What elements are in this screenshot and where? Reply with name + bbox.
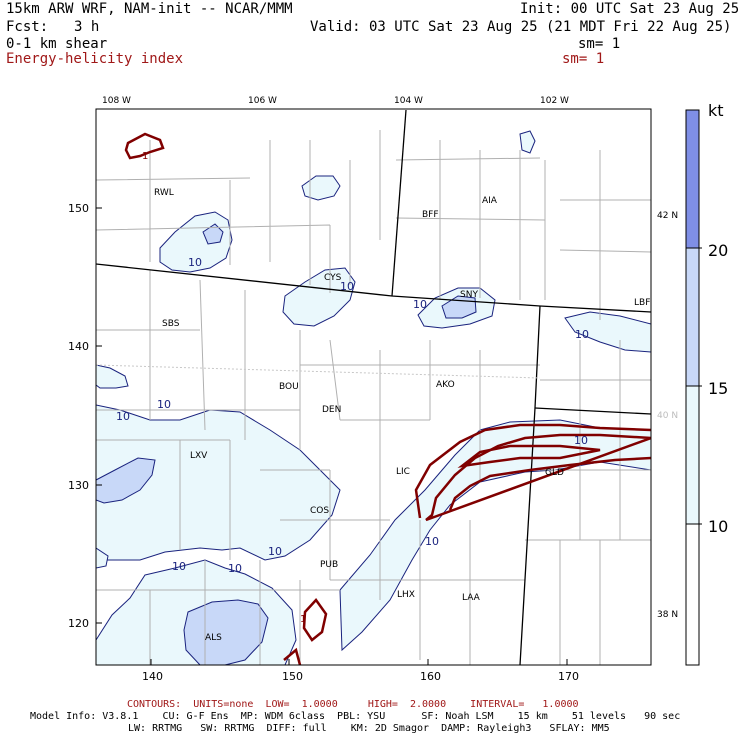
valid-time: Valid: 03 UTC Sat 23 Aug 25 (21 MDT Fri … — [310, 19, 732, 35]
x-tick-label: 150 — [282, 670, 303, 683]
x-tick-label: 160 — [420, 670, 441, 683]
state-borders — [96, 109, 651, 665]
contour-label: 10 — [340, 280, 354, 293]
station-label: AKO — [436, 380, 455, 390]
field-shear-smoothing: sm= 1 — [578, 36, 621, 52]
field-shear-name: 0-1 km shear — [6, 36, 108, 52]
contour-label: 1 — [300, 614, 306, 625]
contour-label: 1 — [142, 151, 148, 162]
y-tick-label: 120 — [68, 617, 89, 630]
map-frame — [95, 108, 652, 666]
station-label: AIA — [482, 196, 498, 206]
colorbar-label: 15 — [708, 379, 728, 398]
model-info-line-2: LW: RRTMG SW: RRTMG DIFF: full KM: 2D Sm… — [128, 723, 610, 734]
station-label: ALS — [205, 633, 222, 643]
station-label: LAA — [462, 593, 481, 603]
ehi-contours — [124, 132, 651, 665]
longitude-label: 106 W — [248, 96, 277, 106]
forecast-label: Fcst: — [6, 19, 49, 35]
latitude-labels: 42 N 40 N 38 N — [657, 211, 678, 620]
y-tick-label: 150 — [68, 202, 89, 215]
latitude-label: 42 N — [657, 211, 678, 221]
colorbar-segment-below-10 — [686, 524, 699, 665]
latitude-label: 38 N — [657, 610, 678, 620]
shear-contour-labels: 10 10 10 10 10 10 10 10 10 10 10 — [116, 256, 589, 575]
station-label: LIC — [396, 467, 410, 477]
contour-label: 10 — [172, 560, 186, 573]
colorbar-segment-20-plus — [686, 110, 699, 248]
station-label: BFF — [422, 210, 439, 220]
station-label: RWL — [154, 188, 174, 198]
contour-label: 10 — [575, 328, 589, 341]
contour-info: CONTOURS: UNITS=none LOW= 1.0000 HIGH= 2… — [127, 699, 579, 710]
latitude-label: 40 N — [657, 411, 678, 421]
station-label: LXV — [190, 451, 208, 461]
colorbar-unit: kt — [708, 101, 724, 120]
contour-label: 10 — [574, 434, 588, 447]
map-content — [96, 109, 651, 665]
field-ehi-name: Energy-helicity index — [6, 51, 184, 67]
colorbar-segment-10-15 — [686, 386, 699, 524]
colorbar-segment-15-20 — [686, 248, 699, 386]
field-ehi-smoothing: sm= 1 — [562, 51, 605, 67]
station-label: LBF — [634, 298, 650, 308]
init-time: Init: 00 UTC Sat 23 Aug 25 — [520, 1, 740, 17]
station-label: COS — [310, 506, 329, 516]
model-title: 15km ARW WRF, NAM-init -- NCAR/MMM — [6, 1, 293, 17]
station-label: LHX — [397, 590, 415, 600]
station-label: GLD — [545, 468, 564, 478]
model-info-line-1: Model Info: V3.8.1 CU: G-F Ens MP: WDM 6… — [30, 711, 681, 722]
forecast-hour: 3 h — [74, 19, 100, 35]
contour-label: 10 — [228, 562, 242, 575]
contour-label: 10 — [425, 535, 439, 548]
longitude-label: 108 W — [102, 96, 131, 106]
colorbar-label: 20 — [708, 241, 728, 260]
station-label: SBS — [162, 319, 180, 329]
contour-label: 10 — [116, 410, 130, 423]
longitude-label: 102 W — [540, 96, 569, 106]
y-tick-label: 140 — [68, 340, 89, 353]
station-label: DEN — [322, 405, 341, 415]
station-labels: RWL CYS BFF AIA SNY SBS BOU DEN AKO LBF … — [154, 188, 650, 643]
y-tick-label: 130 — [68, 479, 89, 492]
station-label: BOU — [279, 382, 299, 392]
ehi-contour-labels: 1 1 — [142, 151, 306, 625]
longitude-label: 104 W — [394, 96, 423, 106]
y-tick-labels: 150 140 130 120 — [68, 202, 89, 630]
colorbar-label: 10 — [708, 517, 728, 536]
contour-label: 10 — [413, 298, 427, 311]
station-label: CYS — [324, 273, 342, 283]
station-label: PUB — [320, 560, 338, 570]
contour-label: 10 — [157, 398, 171, 411]
contour-label: 10 — [188, 256, 202, 269]
colorbar: kt 20 15 10 — [685, 101, 728, 666]
county-boundaries — [96, 130, 651, 665]
x-tick-label: 170 — [558, 670, 579, 683]
longitude-labels: 108 W 106 W 104 W 102 W — [102, 96, 569, 106]
x-tick-labels: 140 150 160 170 — [142, 670, 579, 683]
x-tick-label: 140 — [142, 670, 163, 683]
axis-ticks — [96, 207, 568, 665]
station-label: SNY — [460, 290, 478, 300]
contour-label: 10 — [268, 545, 282, 558]
